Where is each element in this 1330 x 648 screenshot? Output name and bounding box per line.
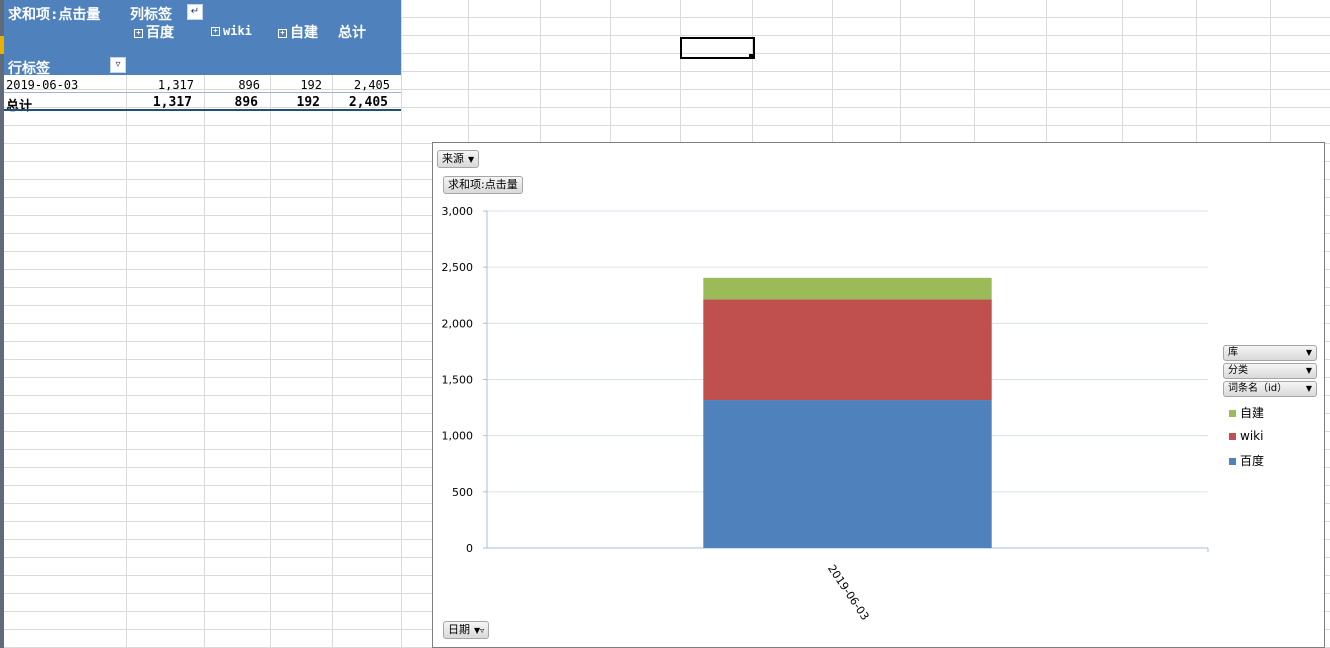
pivot-cell[interactable]: 1,317	[157, 78, 194, 92]
pivot-total-cell[interactable]: 1,317	[152, 95, 192, 110]
legend-item-baidu[interactable]: 百度	[1229, 452, 1264, 469]
pivot-cell[interactable]: 2,405	[353, 78, 390, 92]
legend-field-citiaoming[interactable]: 词条名（id） ▼	[1223, 381, 1317, 397]
y-tick-label: 1,500	[442, 374, 474, 387]
row-header-strip	[0, 0, 4, 648]
y-tick-label: 2,500	[442, 261, 474, 274]
selected-cell[interactable]	[680, 37, 755, 59]
source-filter-label: 来源	[442, 152, 464, 165]
pivot-total-label[interactable]: 总计	[6, 99, 33, 114]
legend-field-label: 分类	[1228, 365, 1248, 376]
legend-field-ku[interactable]: 库 ▼	[1223, 345, 1317, 361]
pivot-column-labels[interactable]: 列标签	[130, 7, 172, 23]
legend-label: 自建	[1240, 406, 1265, 420]
y-tick-label: 2,000	[442, 317, 474, 330]
fill-handle[interactable]	[749, 54, 754, 59]
y-tick-label: 0	[466, 542, 473, 555]
y-tick-label: 3,000	[442, 205, 474, 218]
dropdown-arrow-icon: ▼	[1305, 348, 1312, 357]
x-tick-label: 2019-06-03	[825, 562, 872, 622]
column-filter-button[interactable]: ↵	[187, 4, 203, 20]
legend-item-wiki[interactable]: wiki	[1229, 429, 1263, 443]
legend-swatch	[1229, 410, 1236, 417]
pivot-col-baidu[interactable]: + 百度	[134, 22, 174, 42]
legend-field-fenlei[interactable]: 分类 ▼	[1223, 363, 1317, 379]
row-divider	[4, 92, 401, 93]
value-field-button[interactable]: 求和项:点击量	[443, 176, 523, 194]
pivot-cell[interactable]: 192	[300, 78, 322, 92]
pivot-total-cell[interactable]: 2,405	[348, 95, 388, 110]
filter-icon: ▼▿	[474, 626, 485, 635]
column-gridline	[204, 0, 205, 648]
total-underline	[4, 109, 401, 111]
column-gridline	[332, 0, 333, 648]
legend-field-label: 词条名（id）	[1228, 383, 1288, 394]
expand-icon[interactable]: +	[211, 27, 220, 36]
pivot-col-label: 自建	[290, 25, 318, 41]
y-tick-label: 500	[452, 486, 473, 499]
pivot-col-zijian[interactable]: + 自建	[278, 22, 318, 42]
pivot-total-cell[interactable]: 192	[296, 95, 320, 110]
dropdown-arrow-icon: ▼	[1305, 384, 1312, 393]
pivot-col-label: 百度	[146, 25, 174, 41]
pivot-col-total: 总计	[338, 25, 366, 41]
row-filter-button[interactable]: ▿	[110, 57, 126, 73]
legend-swatch	[1229, 433, 1236, 440]
date-axis-field-label: 日期	[448, 623, 470, 636]
pivot-col-wiki[interactable]: + wiki	[211, 24, 252, 38]
active-row-marker	[0, 36, 4, 54]
pivot-total-cell[interactable]: 896	[234, 95, 258, 110]
expand-icon[interactable]: +	[134, 29, 143, 38]
column-gridline	[401, 0, 402, 648]
dropdown-arrow-icon: ▼	[1305, 366, 1312, 375]
legend-item-zijian[interactable]: 自建	[1229, 404, 1264, 421]
value-field-label: 求和项:点击量	[448, 178, 518, 191]
pivot-col-label: wiki	[223, 24, 252, 38]
chart-plot-area: 0 500 1,000 1,500 2,000 2,500 3,000 2019-06-03	[442, 205, 1209, 623]
bar-segment-百度	[703, 400, 992, 548]
legend-label: 百度	[1240, 454, 1265, 468]
dropdown-arrow-icon: ▼	[468, 155, 475, 164]
legend-field-label: 库	[1228, 347, 1238, 358]
date-axis-field-button[interactable]: 日期 ▼▿	[443, 621, 490, 639]
pivot-chart[interactable]: 来源 ▼ 求和项:点击量 0 500 1,000 1,500 2,000 2,500 3,00…	[432, 142, 1325, 648]
legend-label: wiki	[1240, 429, 1264, 443]
pivot-row-labels[interactable]: 行标签	[8, 61, 50, 77]
legend-swatch	[1229, 458, 1236, 465]
source-filter-button[interactable]: 来源 ▼	[437, 150, 480, 168]
y-tick-label: 1,000	[442, 430, 474, 443]
pivot-value-field[interactable]: 求和项:点击量	[8, 7, 101, 23]
bar-segment-wiki	[703, 299, 992, 401]
pivot-row-label[interactable]: 2019-06-03	[6, 78, 79, 92]
column-gridline	[126, 0, 127, 648]
pivot-cell[interactable]: 896	[238, 78, 260, 92]
bar-segment-自建	[703, 277, 992, 300]
column-gridline	[270, 0, 271, 648]
expand-icon[interactable]: +	[278, 29, 287, 38]
